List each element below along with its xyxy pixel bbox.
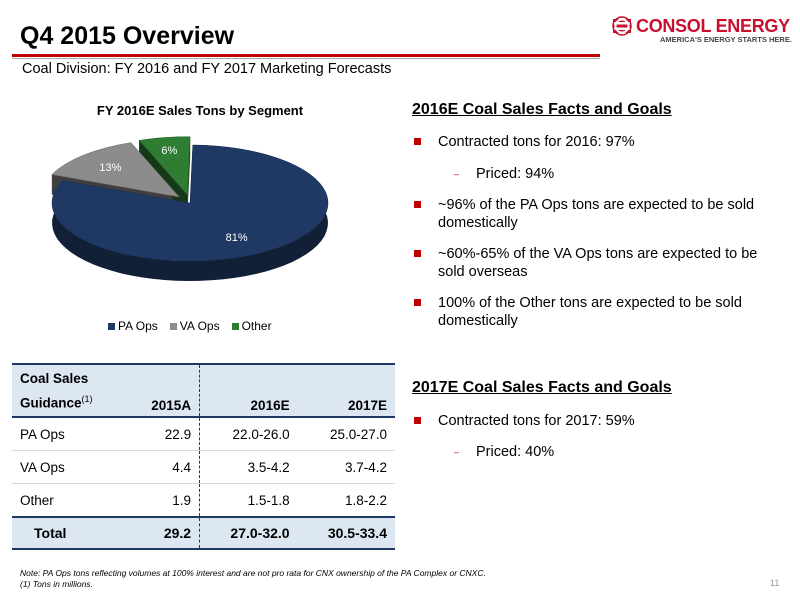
legend-swatch-pa-ops bbox=[108, 322, 115, 330]
pie-slice-va-ops bbox=[51, 142, 180, 198]
footnote-1: (1) Tons in millions. bbox=[20, 578, 93, 589]
page-title: Q4 2015 Overview bbox=[20, 22, 235, 50]
pie-slice-wall bbox=[187, 136, 191, 215]
cell-value: 1.8-2.2 bbox=[297, 483, 395, 518]
page-subtitle: Coal Division: FY 2016 and FY 2017 Marke… bbox=[22, 61, 392, 77]
table-header-row: Coal Sales Guidance(1) 2015A 2016E 2017E bbox=[12, 363, 395, 418]
facts-2017-title: 2017E Coal Sales Facts and Goals bbox=[412, 379, 672, 396]
pie-data-label-pa-ops: 81% bbox=[226, 232, 248, 244]
title-rule bbox=[12, 54, 600, 57]
footnotes: Note: PA Ops tons reflecting volumes at … bbox=[20, 568, 486, 589]
table-row: VA Ops 4.4 3.5-4.2 3.7-4.2 bbox=[12, 450, 395, 484]
row-label: Other bbox=[12, 483, 127, 518]
header-line1: Coal Sales bbox=[20, 370, 89, 386]
title-rule-secondary bbox=[12, 58, 600, 59]
bullet-item: 100% of the Other tons are expected to b… bbox=[412, 294, 787, 330]
total-value: 29.2 bbox=[126, 516, 201, 550]
page-number: 11 bbox=[770, 578, 780, 588]
chart-legend: PA Ops VA Ops Other bbox=[108, 319, 272, 333]
cell-value: 3.5-4.2 bbox=[199, 450, 298, 484]
facts-2016-section: 2016E Coal Sales Facts and Goals Contrac… bbox=[412, 101, 787, 330]
pie-data-label-other: 6% bbox=[161, 145, 177, 157]
facts-2016-title: 2016E Coal Sales Facts and Goals bbox=[412, 101, 672, 118]
table-row: Other 1.9 1.5-1.8 1.8-2.2 bbox=[12, 483, 395, 518]
header-line2: Guidance bbox=[20, 395, 82, 410]
table-total-row: Total 29.2 27.0-32.0 30.5-33.4 bbox=[12, 516, 395, 550]
logo-tagline: AMERICA'S ENERGY STARTS HERE. bbox=[660, 35, 792, 44]
legend-item-other: Other bbox=[231, 319, 272, 333]
cell-value: 3.7-4.2 bbox=[297, 450, 395, 484]
total-value: 27.0-32.0 bbox=[199, 516, 298, 550]
legend-label-other: Other bbox=[241, 319, 272, 333]
legend-label-va-ops: VA Ops bbox=[179, 319, 220, 333]
table-row: PA Ops 22.9 22.0-26.0 25.0-27.0 bbox=[12, 417, 395, 451]
cell-value: 4.4 bbox=[126, 450, 201, 484]
table-header-label: Coal Sales Guidance(1) bbox=[12, 363, 127, 418]
header-footnote-ref: (1) bbox=[81, 393, 93, 404]
legend-item-va-ops: VA Ops bbox=[169, 319, 220, 333]
column-header-2016e: 2016E bbox=[199, 363, 298, 418]
pie-chart: 81% 13% 6% bbox=[51, 136, 329, 281]
column-header-2017e: 2017E bbox=[297, 363, 395, 418]
cell-value: 22.0-26.0 bbox=[199, 417, 298, 451]
cell-value: 1.5-1.8 bbox=[199, 483, 298, 518]
bullet-item: Contracted tons for 2017: 59% bbox=[412, 412, 787, 430]
cell-value: 1.9 bbox=[126, 483, 201, 518]
total-label: Total bbox=[12, 516, 127, 550]
pie-data-label-va-ops: 13% bbox=[99, 162, 121, 174]
bullet-item: ~60%-65% of the VA Ops tons are expected… bbox=[412, 245, 787, 281]
sub-bullet-item: Priced: 40% bbox=[412, 443, 787, 461]
legend-swatch-va-ops bbox=[169, 322, 177, 330]
company-logo: CONSOL ENERGY AMERICA'S ENERGY STARTS HE… bbox=[610, 16, 792, 46]
bullet-item: Contracted tons for 2016: 97% bbox=[412, 133, 787, 151]
facts-2017-list: Contracted tons for 2017: 59% Priced: 40… bbox=[412, 412, 787, 461]
logo-mark-icon bbox=[612, 16, 632, 36]
logo-name: CONSOL ENERGY bbox=[636, 16, 790, 36]
legend-label-pa-ops: PA Ops bbox=[118, 319, 158, 333]
bullet-item: ~96% of the PA Ops tons are expected to … bbox=[412, 196, 787, 232]
column-header-2015a: 2015A bbox=[126, 363, 201, 418]
row-label: VA Ops bbox=[12, 450, 127, 484]
cell-value: 25.0-27.0 bbox=[297, 417, 395, 451]
footnote-note: Note: PA Ops tons reflecting volumes at … bbox=[20, 568, 486, 578]
pie-slice-other bbox=[138, 136, 191, 196]
facts-2017-section: 2017E Coal Sales Facts and Goals Contrac… bbox=[412, 379, 787, 461]
chart-title: FY 2016E Sales Tons by Segment bbox=[96, 103, 304, 118]
facts-2016-list: Contracted tons for 2016: 97% Priced: 94… bbox=[412, 133, 787, 330]
cell-value: 22.9 bbox=[126, 417, 201, 451]
legend-item-pa-ops: PA Ops bbox=[108, 319, 158, 333]
pie-slice-pa-ops bbox=[51, 144, 329, 262]
legend-swatch-other bbox=[231, 322, 239, 330]
total-value: 30.5-33.4 bbox=[297, 516, 395, 550]
sub-bullet-item: Priced: 94% bbox=[412, 165, 787, 183]
row-label: PA Ops bbox=[12, 417, 127, 451]
coal-sales-guidance-table: Coal Sales Guidance(1) 2015A 2016E 2017E… bbox=[12, 363, 395, 550]
